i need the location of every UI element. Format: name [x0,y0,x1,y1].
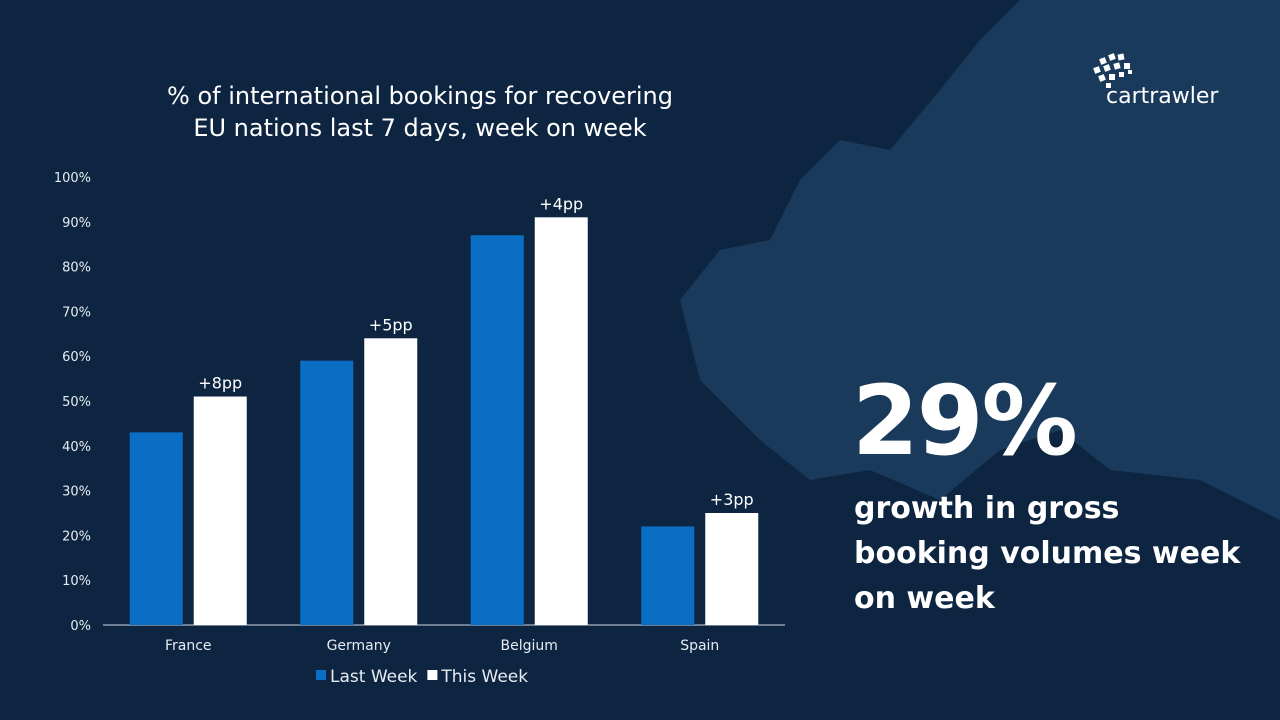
y-tick-label: 20% [62,529,91,544]
chart-title: % of international bookings for recoveri… [120,80,720,144]
cartrawler-logo-icon [1093,53,1132,88]
bar-last-week [129,432,183,625]
x-tick-label: Belgium [501,638,558,654]
bar-this-week [534,217,588,625]
bar-chart: 0% 10% 20% 30% 40% 50% 60% 70% 80% 90% 100% +8pp Fra… [54,171,785,687]
y-tick-label: 100% [54,171,91,186]
y-tick-label: 40% [62,440,91,455]
y-tick-label: 90% [62,216,91,231]
data-label: +4pp [539,194,583,213]
title-line-2: EU nations last 7 days, week on week [193,114,647,142]
data-label: +5pp [369,315,413,334]
data-label: +3pp [710,490,754,509]
legend-label: This Week [440,667,528,687]
legend-label: Last Week [330,667,418,687]
x-tick-label: Spain [680,638,719,654]
bar-last-week [641,526,695,625]
y-tick-label: 0% [70,619,91,634]
highlight-value: 29% [852,365,1078,477]
bar-this-week [364,338,418,625]
y-tick-label: 50% [62,395,91,410]
y-tick-label: 80% [62,261,91,276]
legend-swatch [316,670,326,680]
y-tick-label: 30% [62,485,91,500]
y-tick-label: 10% [62,574,91,589]
bar-last-week [470,235,524,626]
bar-last-week [300,360,354,625]
title-line-1: % of international bookings for recoveri… [167,82,673,110]
legend-swatch [427,670,438,680]
x-tick-label: Germany [327,638,391,654]
y-tick-label: 70% [62,305,91,320]
x-tick-label: France [165,638,212,654]
bar-this-week [193,396,247,625]
highlight-text: growth in gross booking volumes week on … [854,491,1241,616]
y-tick-label: 60% [62,350,91,365]
bar-this-week [705,513,759,625]
logo-text: cartrawler [1106,84,1219,109]
europe-map-background [680,0,1280,520]
data-label: +8pp [198,374,242,393]
